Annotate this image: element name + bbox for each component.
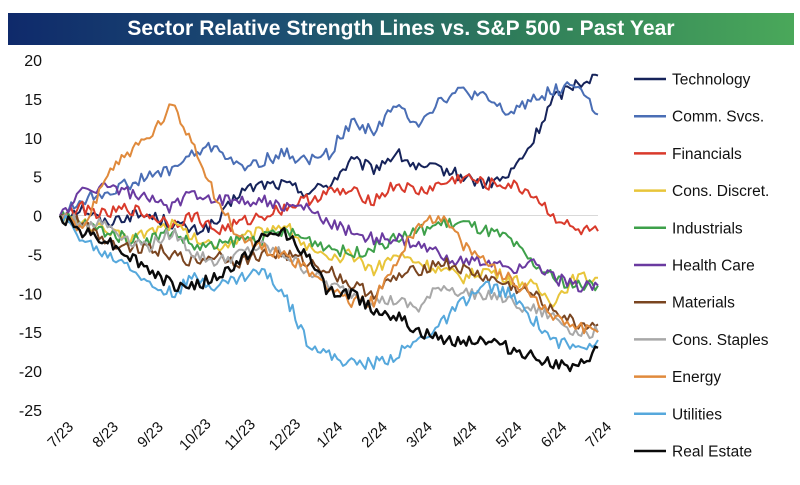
series-line-health-care [59, 182, 599, 293]
series-line-energy [59, 103, 599, 335]
y-tick-label: -20 [19, 364, 42, 381]
legend: Technology Comm. Svcs. Financials Cons. Dis… [634, 72, 769, 461]
y-tick-label: -5 [28, 247, 42, 264]
series-line-financials [59, 173, 599, 236]
x-tick-label: 4/24 [448, 418, 481, 451]
y-tick-label: 20 [24, 53, 42, 70]
y-tick-label: 10 [24, 131, 42, 148]
x-tick-label: 8/23 [89, 418, 122, 451]
x-axis: 7/23 8/23 9/23 10/23 11/23 12/23 1/24 2/24 3/24 4… [44, 416, 615, 455]
x-tick-label: 12/23 [266, 416, 305, 455]
x-tick-label: 5/24 [493, 418, 526, 451]
y-tick-label: -15 [19, 325, 42, 342]
x-tick-label: 7/24 [582, 418, 615, 451]
series-lines [58, 73, 599, 373]
series-line-comm-svcs [59, 81, 599, 218]
x-tick-label: 6/24 [538, 418, 571, 451]
x-tick-label: 11/23 [221, 416, 259, 454]
series-line-cons-discret [59, 214, 598, 308]
legend-label: Cons. Discret. [672, 183, 769, 200]
x-tick-label: 7/23 [44, 418, 77, 451]
series-line-real-estate [58, 215, 599, 373]
legend-label: Energy [672, 369, 721, 386]
legend-label: Industrials [672, 220, 743, 237]
x-tick-label: 2/24 [358, 418, 391, 451]
legend-label: Health Care [672, 258, 755, 275]
legend-label: Technology [672, 72, 751, 89]
x-tick-label: 9/23 [134, 418, 167, 451]
series-line-utilities [59, 214, 599, 370]
y-tick-label: 0 [33, 209, 42, 226]
x-tick-label: 1/24 [313, 418, 346, 451]
legend-label: Cons. Staples [672, 332, 769, 349]
y-tick-label: -10 [19, 286, 42, 303]
legend-label: Comm. Svcs. [672, 109, 764, 126]
x-tick-label: 3/24 [403, 418, 436, 451]
y-tick-label: -25 [19, 403, 42, 420]
legend-label: Materials [672, 295, 735, 312]
x-tick-label: 10/23 [176, 416, 215, 455]
y-tick-label: 5 [33, 170, 42, 187]
series-line-materials [59, 213, 599, 330]
legend-label: Utilities [672, 406, 722, 423]
legend-label: Real Estate [672, 444, 752, 461]
chart-title: Sector Relative Strength Lines vs. S&P 5… [8, 13, 794, 45]
y-tick-label: 15 [24, 92, 42, 109]
legend-label: Financials [672, 146, 742, 163]
y-axis: 20 15 10 5 0 -5 -10 -15 -20 -25 [19, 53, 42, 420]
